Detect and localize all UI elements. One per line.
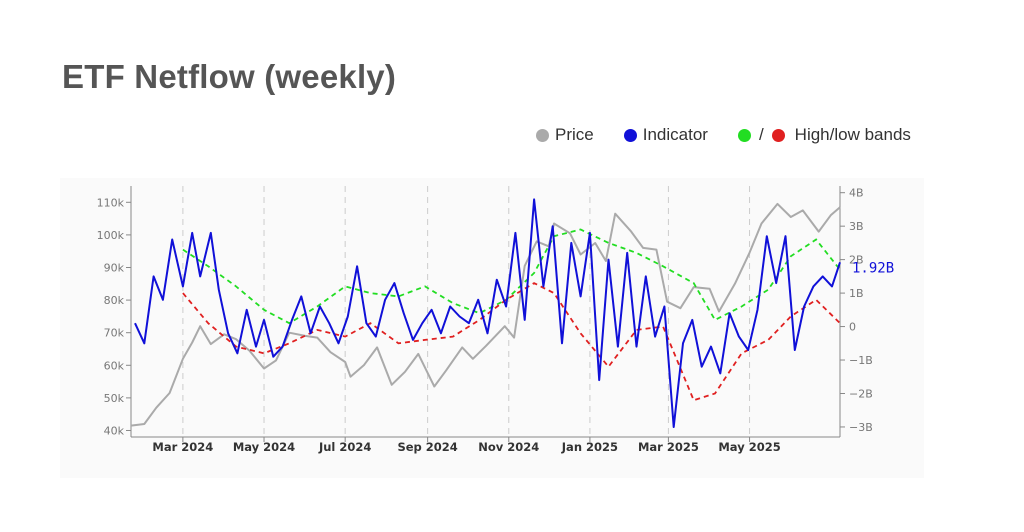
x-tick-label-6: Mar 2025 xyxy=(638,440,699,454)
chart-area xyxy=(60,178,924,478)
legend-bands-slash: / xyxy=(758,125,764,144)
y-right-tick-label-0: −3B xyxy=(849,421,873,434)
legend-indicator-label: Indicator xyxy=(642,125,708,144)
x-tick-label-0: Mar 2024 xyxy=(152,440,213,454)
y-left-tick-label-5: 90k xyxy=(104,261,125,274)
x-tick-label-4: Nov 2024 xyxy=(478,440,539,454)
price-line xyxy=(130,202,841,427)
indicator-dot-icon xyxy=(623,128,637,142)
price-dot-icon xyxy=(536,128,549,142)
x-tick-label-1: May 2024 xyxy=(233,440,295,454)
low-band-line xyxy=(182,282,841,402)
legend-bands-label: High/low bands xyxy=(794,125,911,144)
x-tick-label-5: Jan 2025 xyxy=(561,440,618,454)
indicator-line xyxy=(134,198,841,428)
y-right-tick-label-7: 4B xyxy=(849,187,864,200)
y-left-tick-label-1: 50k xyxy=(104,392,125,405)
y-right-tick-label-4: 1B xyxy=(849,287,864,300)
y-left-tick-label-0: 40k xyxy=(104,424,125,437)
y-right-tick-label-1: −2B xyxy=(849,387,873,400)
legend-indicator[interactable]: Indicator xyxy=(623,125,708,145)
chart-legend: Price Indicator / High/low bands xyxy=(536,125,911,145)
y-left-tick-label-2: 60k xyxy=(104,359,125,372)
high-band-line xyxy=(182,228,841,325)
x-tick-label-3: Sep 2024 xyxy=(397,440,457,454)
legend-price-label: Price xyxy=(555,125,594,144)
indicator-last-value-label: 1.92B xyxy=(852,260,894,276)
low-band-dot-icon xyxy=(771,128,785,142)
high-band-dot-icon xyxy=(737,128,751,142)
x-tick-label-7: May 2025 xyxy=(718,440,780,454)
y-left-tick-label-6: 100k xyxy=(97,229,125,242)
x-tick-label-2: Jul 2024 xyxy=(318,440,371,454)
y-right-tick-label-5: 2B xyxy=(849,254,864,267)
y-right-tick-label-6: 3B xyxy=(849,220,864,233)
y-left-tick-label-7: 110k xyxy=(97,196,125,209)
y-right-tick-label-2: −1B xyxy=(849,354,873,367)
chart-title: ETF Netflow (weekly) xyxy=(62,58,397,95)
legend-price[interactable]: Price xyxy=(536,125,594,145)
y-left-tick-label-3: 70k xyxy=(104,327,125,340)
y-left-tick-label-4: 80k xyxy=(104,294,125,307)
y-right-tick-label-3: 0 xyxy=(849,321,856,334)
legend-bands[interactable]: / High/low bands xyxy=(737,125,911,145)
